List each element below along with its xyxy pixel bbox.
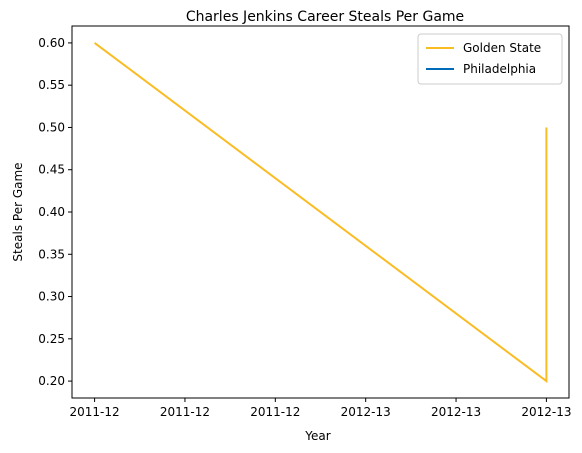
y-tick-label: 0.30	[38, 290, 65, 304]
y-tick-label: 0.55	[38, 78, 65, 92]
x-axis: 2011-12 2011-12 2011-12 2012-13 2012-13 2012-…	[70, 398, 571, 419]
x-tick-label: 2012-13	[521, 405, 571, 419]
x-tick-label: 2011-12	[250, 405, 300, 419]
y-tick-label: 0.50	[38, 120, 65, 134]
x-tick-label: 2012-13	[431, 405, 481, 419]
legend-label: Golden State	[463, 41, 541, 55]
legend-box	[417, 33, 563, 85]
y-tick-label: 0.35	[38, 247, 65, 261]
x-axis-title: Year	[304, 429, 330, 443]
x-tick-label: 2012-13	[341, 405, 391, 419]
legend-label: Philadelphia	[463, 62, 536, 76]
y-axis: 0.20 0.25 0.30 0.35 0.40 0.45 0.50 0.55 0.60	[38, 36, 72, 388]
x-tick-label: 2011-12	[160, 405, 210, 419]
y-tick-label: 0.25	[38, 332, 65, 346]
series-line-golden-state	[94, 42, 548, 384]
legend: Golden State Philadelphia	[417, 33, 563, 85]
chart-title: Charles Jenkins Career Steals Per Game	[186, 9, 464, 25]
x-tick-label: 2011-12	[70, 405, 120, 419]
y-axis-title: Steals Per Game	[11, 162, 25, 261]
y-tick-label: 0.60	[38, 36, 65, 50]
plot-area	[94, 42, 548, 384]
y-tick-label: 0.20	[38, 374, 65, 388]
y-tick-label: 0.40	[38, 205, 65, 219]
y-tick-label: 0.45	[38, 163, 65, 177]
